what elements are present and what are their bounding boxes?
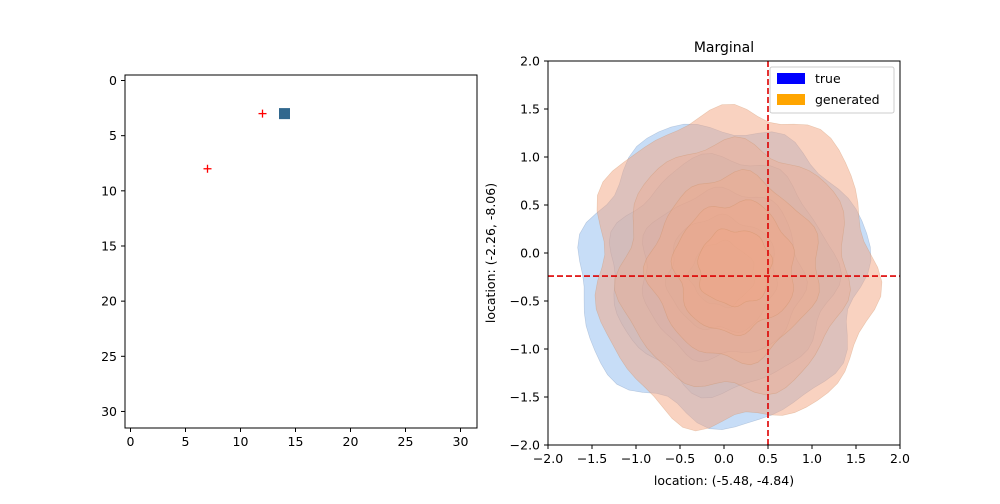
- kde-contour-level: [697, 228, 774, 308]
- x-tick-label: −2.0: [533, 451, 563, 466]
- y-tick-label: −1.0: [510, 342, 540, 357]
- y-tick-label: 1.0: [520, 150, 540, 165]
- left-markers: [203, 109, 267, 173]
- legend-swatch-generated: [777, 94, 805, 105]
- left-plot-frame: [124, 74, 478, 429]
- x-tick-label: 0.5: [758, 451, 778, 466]
- y-tick-label: −2.0: [510, 438, 540, 453]
- y-tick-label: −0.5: [510, 294, 540, 309]
- legend-label-generated: generated: [815, 92, 880, 107]
- left-image-cells: [279, 108, 290, 120]
- x-tick-label: 1.5: [846, 451, 866, 466]
- right-x-ticks: −2.0 −1.5 −1.0 −0.5 0.0 0.5 1.0 1.5 2.0: [533, 445, 910, 466]
- x-tick-label: 5: [182, 434, 190, 449]
- x-tick-label: −1.5: [577, 451, 607, 466]
- plus-marker: [203, 164, 212, 173]
- x-tick-label: 20: [343, 434, 359, 449]
- x-tick-label: 10: [233, 434, 249, 449]
- reference-lines: [548, 61, 900, 445]
- x-tick-label: 25: [398, 434, 414, 449]
- right-y-axis-label: location: (-2.26, -8.06): [483, 183, 498, 323]
- legend: true generated: [769, 66, 895, 114]
- kde-contour-level: [670, 199, 795, 337]
- kde-contours: [577, 104, 883, 432]
- right-plot-title: Marginal: [694, 40, 754, 56]
- y-tick-label: 5: [109, 128, 117, 143]
- y-tick-label: 0.0: [520, 246, 540, 261]
- left-image-plot: 0 5 10 15 20 25 30 0 5 10 15 20 25 30: [101, 73, 478, 449]
- x-tick-label: −0.5: [665, 451, 695, 466]
- left-y-ticks: 0 5 10 15 20 25 30: [101, 73, 125, 419]
- x-tick-label: −1.0: [621, 451, 651, 466]
- x-tick-label: 0: [127, 434, 135, 449]
- x-tick-label: 2.0: [890, 451, 910, 466]
- image-cell: [279, 108, 290, 120]
- left-x-ticks: 0 5 10 15 20 25 30: [127, 428, 469, 449]
- y-tick-label: 25: [101, 349, 117, 364]
- x-tick-label: 0.0: [714, 451, 734, 466]
- y-tick-label: 0.5: [520, 198, 540, 213]
- y-tick-label: −1.5: [510, 390, 540, 405]
- right-x-axis-label: location: (-5.48, -4.84): [654, 473, 794, 488]
- kde-contour-level: [594, 104, 883, 432]
- y-tick-label: 0: [109, 73, 117, 88]
- marginal-kde-plot: −2.0 −1.5 −1.0 −0.5 0.0 0.5 1.0 1.5 2.0 −2.0 −1.5…: [483, 40, 910, 488]
- y-tick-label: 2.0: [520, 54, 540, 69]
- kde-contour-level: [642, 169, 820, 366]
- y-tick-label: 1.5: [520, 102, 540, 117]
- x-tick-label: 30: [453, 434, 469, 449]
- x-tick-label: 1.0: [802, 451, 822, 466]
- y-tick-label: 30: [101, 404, 117, 419]
- y-tick-label: 10: [101, 183, 117, 198]
- legend-label-true: true: [815, 71, 841, 86]
- kde-series-generated: [594, 104, 883, 432]
- kde-contour-level: [614, 136, 851, 396]
- y-tick-label: 20: [101, 294, 117, 309]
- y-tick-label: 15: [101, 238, 117, 253]
- x-tick-label: 15: [288, 434, 304, 449]
- right-y-ticks: −2.0 −1.5 −1.0 −0.5 0.0 0.5 1.0 1.5 2.0: [510, 54, 548, 453]
- legend-swatch-true: [777, 73, 805, 84]
- plus-marker: [258, 109, 267, 118]
